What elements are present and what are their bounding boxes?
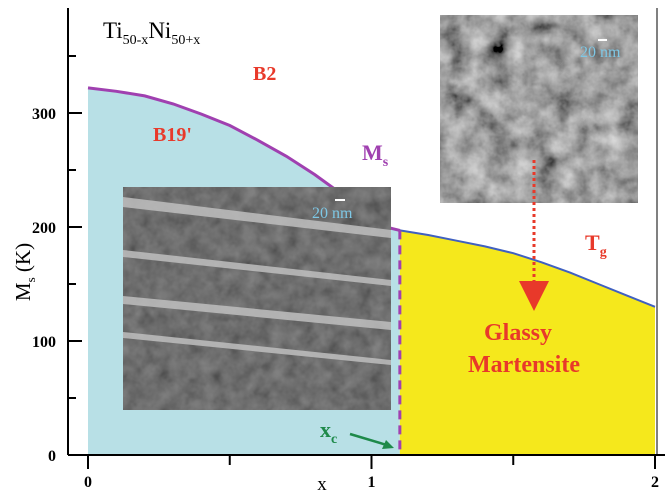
x-tick-label: 2 xyxy=(651,474,659,491)
ms-label-sub: s xyxy=(383,155,389,170)
y-label-sub: s xyxy=(23,277,38,282)
glassy-martensite-label-line2: Martensite xyxy=(468,352,580,378)
y-tick-label: 200 xyxy=(32,220,56,237)
y-tick-label: 300 xyxy=(32,106,56,123)
tg-label-base: T xyxy=(585,230,600,255)
scale-bar-label: 20 nm xyxy=(580,44,621,61)
glassy-martensite-region xyxy=(399,230,655,455)
tg-series-label: Tg xyxy=(585,230,607,260)
y-axis-label: Ms (K) xyxy=(11,243,38,301)
title-part-ni: Ni xyxy=(148,18,171,43)
title-sub-1: 50-x xyxy=(123,33,149,48)
tg-label-sub: g xyxy=(600,245,607,260)
b19-phase-label: B19' xyxy=(153,124,192,146)
x-tick-label: 1 xyxy=(368,474,376,491)
title-sub-2: 50+x xyxy=(171,33,200,48)
axis-ticks: 0 100 200 300 0 1 2 xyxy=(32,55,659,491)
xc-arrowhead xyxy=(382,440,394,449)
xc-arrow xyxy=(349,432,391,448)
y-label-base: M xyxy=(11,282,35,301)
x-tick-label: 0 xyxy=(84,474,92,491)
ms-label-base: M xyxy=(362,140,383,165)
x-axis-label: x xyxy=(317,474,327,495)
glassy-martensite-label-line1: Glassy xyxy=(484,320,552,346)
b2-phase-label: B2 xyxy=(253,63,276,85)
ms-series-label: Ms xyxy=(362,140,389,170)
tg-curve xyxy=(399,229,656,308)
inset-micrograph-glassy: 20 nm xyxy=(440,15,638,203)
xc-label-base: x xyxy=(320,417,331,442)
y-tick-label: 0 xyxy=(48,448,56,465)
title-part-ti: Ti xyxy=(103,18,123,43)
scale-bar-label: 20 nm xyxy=(312,205,353,222)
y-label-rest: (K) xyxy=(11,243,35,277)
xc-label: xc xyxy=(320,417,337,447)
chart-title: Ti50-xNi50+x xyxy=(103,18,200,48)
y-tick-label: 100 xyxy=(32,334,56,351)
martensite-plates xyxy=(123,197,391,365)
inset-micrograph-b19: 20 nm xyxy=(123,187,391,410)
xc-label-sub: c xyxy=(331,432,337,447)
